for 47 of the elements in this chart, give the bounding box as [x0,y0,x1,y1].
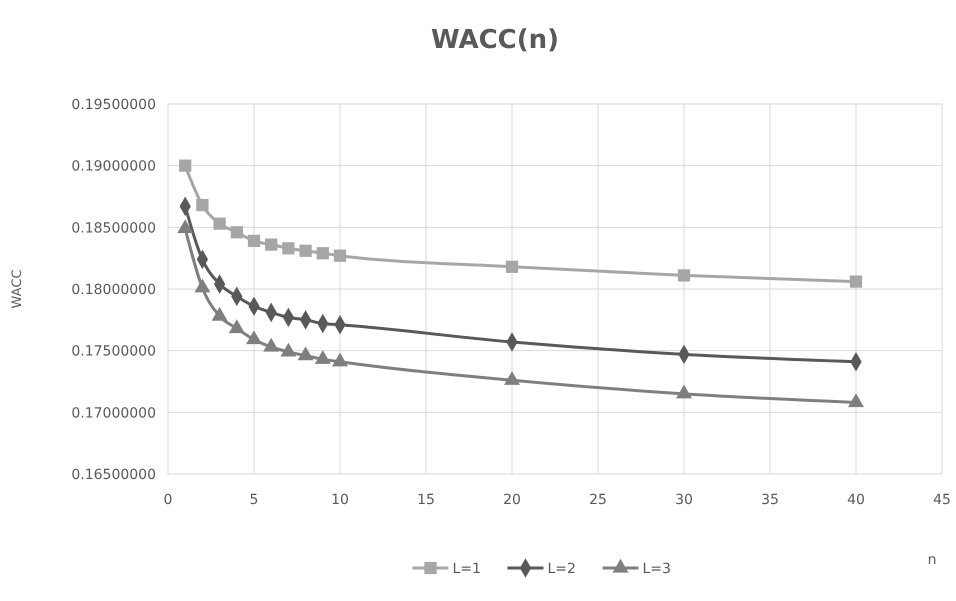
point [314,350,331,364]
x-tick-label: 35 [761,492,779,508]
x-tick-label: 45 [933,492,951,508]
x-tick-label: 20 [503,492,521,508]
legend-label: L=1 [452,561,481,577]
point [282,242,295,254]
point [298,346,314,360]
point [230,226,243,238]
y-axis-title: WACC [10,270,25,308]
y-tick-label: 0.17000000 [71,405,156,422]
y-tick-label: 0.18500000 [71,220,156,236]
y-tick-label: 0.16500000 [71,467,156,483]
point [504,371,520,385]
x-tick-label: 10 [331,492,349,508]
point [850,275,862,288]
point [280,342,296,356]
y-tick-label: 0.19000000 [71,158,156,175]
legend-label: L=2 [548,561,576,577]
x-tick-label: 0 [164,492,172,508]
point [676,384,692,398]
point [196,199,209,212]
point [848,393,864,408]
x-axis-title: n [928,552,936,568]
point [265,238,278,251]
point [332,352,348,366]
x-tick-label: 25 [589,492,607,508]
point [212,306,228,321]
point [248,234,260,248]
x-tick-label: 5 [250,492,258,508]
point [263,338,280,352]
point [213,218,226,230]
y-tick-label: 0.19500000 [71,97,156,113]
point [316,247,329,260]
x-tick-label: 40 [847,492,865,508]
x-tick-label: 30 [675,492,693,508]
y-tick-label: 0.17500000 [71,344,156,360]
point [299,244,312,257]
point [179,160,192,172]
point [246,330,262,344]
y-tick-label: 0.18000000 [71,282,156,298]
point [678,269,690,282]
chart-title: WACC(n) [430,25,560,55]
legend-label: L=3 [642,561,671,577]
point [334,250,346,262]
point [228,319,245,334]
x-tick-label: 15 [417,492,435,508]
point [506,260,518,273]
